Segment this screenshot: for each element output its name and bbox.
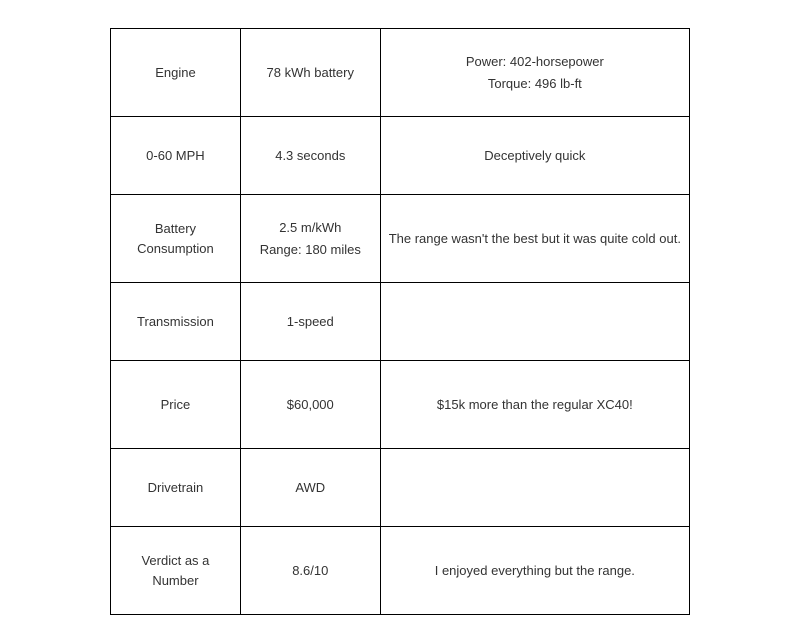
spec-label: Drivetrain bbox=[111, 449, 241, 527]
specs-table-body: Engine 78 kWh battery Power: 402-horsepo… bbox=[111, 29, 690, 615]
spec-value-line: 8.6/10 bbox=[249, 561, 372, 581]
specs-table: Engine 78 kWh battery Power: 402-horsepo… bbox=[110, 28, 690, 615]
spec-value: AWD bbox=[240, 449, 380, 527]
spec-comment: $15k more than the regular XC40! bbox=[380, 361, 689, 449]
spec-value-line: 1-speed bbox=[249, 312, 372, 332]
table-row: Battery Consumption 2.5 m/kWh Range: 180… bbox=[111, 195, 690, 283]
spec-comment: Power: 402-horsepower Torque: 496 lb-ft bbox=[380, 29, 689, 117]
spec-comment bbox=[380, 283, 689, 361]
spec-value-line: AWD bbox=[249, 478, 372, 498]
spec-value-line: Range: 180 miles bbox=[249, 240, 372, 260]
spec-value-line: 4.3 seconds bbox=[249, 146, 372, 166]
spec-value-line: 2.5 m/kWh bbox=[249, 218, 372, 238]
spec-value: $60,000 bbox=[240, 361, 380, 449]
spec-value: 1-speed bbox=[240, 283, 380, 361]
table-row: Verdict as a Number 8.6/10 I enjoyed eve… bbox=[111, 527, 690, 615]
table-row: Transmission 1-speed bbox=[111, 283, 690, 361]
spec-label: Price bbox=[111, 361, 241, 449]
spec-comment-line: I enjoyed everything but the range. bbox=[389, 561, 681, 581]
spec-value: 78 kWh battery bbox=[240, 29, 380, 117]
spec-comment: Deceptively quick bbox=[380, 117, 689, 195]
spec-label: Verdict as a Number bbox=[111, 527, 241, 615]
spec-comment-line: Deceptively quick bbox=[389, 146, 681, 166]
spec-value-line: $60,000 bbox=[249, 395, 372, 415]
spec-comment bbox=[380, 449, 689, 527]
spec-comment-line: Power: 402-horsepower bbox=[389, 52, 681, 72]
spec-value: 8.6/10 bbox=[240, 527, 380, 615]
spec-label: Battery Consumption bbox=[111, 195, 241, 283]
spec-value-line: 78 kWh battery bbox=[249, 63, 372, 83]
spec-comment: The range wasn't the best but it was qui… bbox=[380, 195, 689, 283]
spec-value: 2.5 m/kWh Range: 180 miles bbox=[240, 195, 380, 283]
spec-comment-line: The range wasn't the best but it was qui… bbox=[389, 229, 681, 249]
spec-label: Transmission bbox=[111, 283, 241, 361]
table-row: Drivetrain AWD bbox=[111, 449, 690, 527]
spec-comment-line: $15k more than the regular XC40! bbox=[389, 395, 681, 415]
spec-label: Engine bbox=[111, 29, 241, 117]
spec-value: 4.3 seconds bbox=[240, 117, 380, 195]
spec-comment-line: Torque: 496 lb-ft bbox=[389, 74, 681, 94]
table-row: Price $60,000 $15k more than the regular… bbox=[111, 361, 690, 449]
table-row: Engine 78 kWh battery Power: 402-horsepo… bbox=[111, 29, 690, 117]
table-row: 0-60 MPH 4.3 seconds Deceptively quick bbox=[111, 117, 690, 195]
spec-label: 0-60 MPH bbox=[111, 117, 241, 195]
spec-comment: I enjoyed everything but the range. bbox=[380, 527, 689, 615]
